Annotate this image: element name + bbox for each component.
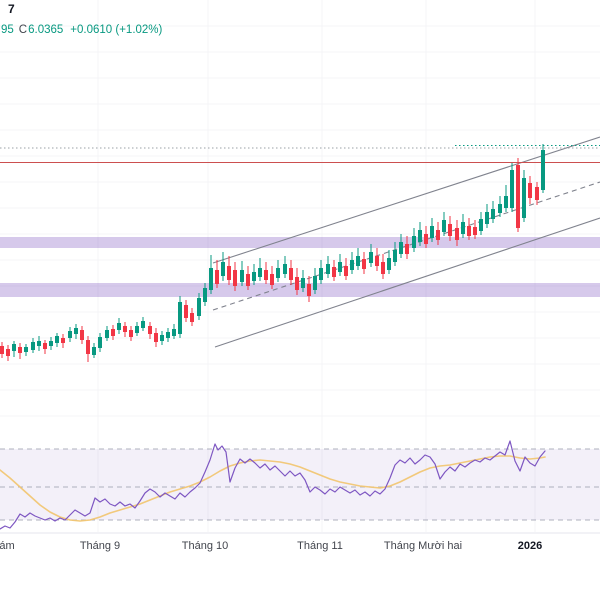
time-axis-label: ám <box>0 540 15 552</box>
time-axis-label: Tháng 10 <box>181 540 229 552</box>
candles-layer <box>0 144 545 362</box>
close-label: C <box>18 24 28 36</box>
symbol-title-fragment: 7 <box>8 2 15 16</box>
price-levels-layer <box>0 145 600 164</box>
time-axis-label-year: 2026 <box>517 540 543 552</box>
time-axis[interactable]: ám Tháng 9 Tháng 10 Tháng 11 Tháng Mười … <box>0 540 600 556</box>
trend-channel-layer <box>212 136 600 348</box>
rsi-band-layer <box>0 448 600 521</box>
price-zones-layer <box>0 237 600 297</box>
rsi-lines-layer <box>0 440 546 530</box>
ohlc-legend-row: 95 C6.0365 +0.0610 (+1.02%) <box>1 24 163 37</box>
close-value: 6.0365 <box>28 24 64 36</box>
time-axis-label: Tháng 9 <box>79 540 121 552</box>
grid-layer <box>0 0 600 534</box>
low-value-fragment: 95 <box>1 24 14 36</box>
time-axis-label: Tháng 11 <box>297 540 343 552</box>
time-axis-label: Tháng Mười hai <box>383 540 463 552</box>
change-value: +0.0610 (+1.02%) <box>70 24 163 36</box>
